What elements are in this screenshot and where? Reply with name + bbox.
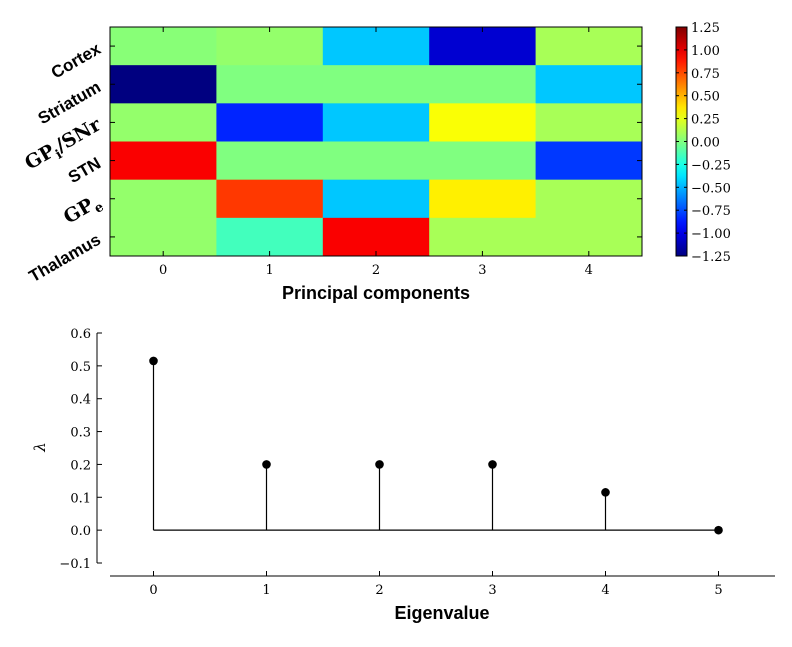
heatmap-cell	[322, 141, 430, 181]
heatmap-cell	[322, 65, 430, 104]
heatmap-cell	[216, 103, 324, 142]
heatmap-cell	[429, 27, 537, 66]
colorbar-tick-label: 0.75	[691, 67, 720, 82]
heatmap-cell	[216, 217, 324, 257]
y-tick-label: Thalamus	[26, 230, 104, 286]
y-tick-label: 0.0	[70, 524, 91, 539]
y-tick-label: 0.6	[70, 327, 91, 342]
stem-y-axis-label: λ	[31, 442, 49, 453]
heatmap-cell	[110, 217, 217, 257]
y-tick-label: 0.1	[70, 491, 91, 506]
heatmap-cell	[535, 179, 643, 219]
heatmap-cell	[110, 65, 217, 104]
x-tick-label: 1	[262, 583, 270, 598]
heatmap-cell	[429, 179, 537, 219]
heatmap-cell	[429, 103, 537, 142]
stem-marker	[488, 460, 497, 469]
colorbar-tick-label: 0.00	[691, 136, 720, 151]
colorbar-tick-label: −1.25	[691, 250, 731, 265]
colorbar-tick-label: −0.50	[691, 181, 731, 196]
heatmap-cell	[535, 65, 643, 104]
heatmap-cell	[216, 179, 324, 219]
heatmap-cell	[429, 217, 537, 257]
y-tick-label: 0.3	[70, 426, 91, 441]
heatmap-cell	[110, 103, 217, 142]
heatmap-cell	[535, 103, 643, 142]
stem-marker	[262, 460, 271, 469]
heatmap-cell	[322, 179, 430, 219]
heatmap-cell	[535, 27, 643, 66]
heatmap-cell	[110, 141, 217, 181]
heatmap-cell	[110, 179, 217, 219]
heatmap-cell	[216, 141, 324, 181]
heatmap-cell	[110, 27, 217, 66]
stem-marker	[375, 460, 384, 469]
colorbar-ticks: 1.25 1.00 0.75 0.50 0.25 0.00 −0.25 −0.50 −0.75 −…	[676, 21, 731, 265]
x-tick-label: 2	[375, 583, 383, 598]
heatmap-cell	[216, 27, 324, 66]
heatmap-cell	[429, 65, 537, 104]
y-tick-label: GPe	[60, 190, 107, 232]
x-tick-label: 3	[478, 263, 486, 278]
heatmap-cell	[322, 217, 430, 257]
x-tick-label: 1	[265, 263, 273, 278]
heatmap-cell	[535, 217, 643, 257]
y-tick-label: 0.2	[70, 458, 91, 473]
y-tick-label: STN	[65, 154, 104, 187]
x-tick-label: 0	[149, 583, 157, 598]
stem-marks	[149, 356, 723, 535]
stem-marker	[714, 525, 723, 535]
colorbar-tick-label: 1.25	[691, 21, 720, 36]
x-tick-label: 2	[372, 263, 380, 278]
stem-chart: 0.6 0.5 0.4 0.3 0.2 0.1 0.0 −0.1 0 1 2 3 4 5 Eigenval…	[31, 327, 775, 623]
colorbar-tick-label: −1.00	[691, 227, 731, 242]
stem-x-axis-label: Eigenvalue	[394, 603, 489, 623]
stem-marker	[149, 356, 158, 366]
x-tick-label: 3	[488, 583, 496, 598]
heatmap-cells	[110, 27, 643, 257]
x-tick-label: 0	[159, 263, 167, 278]
heatmap-x-axis-label: Principal components	[282, 283, 470, 303]
colorbar-tick-label: 0.50	[691, 90, 720, 105]
y-tick-label: Cortex	[48, 39, 105, 83]
heatmap-cell	[216, 65, 324, 104]
y-tick-label: −0.1	[59, 557, 91, 572]
heatmap-cell	[429, 141, 537, 181]
x-tick-label: 4	[601, 583, 609, 598]
colorbar-tick-label: −0.75	[691, 204, 731, 219]
heatmap-cell	[322, 103, 430, 142]
y-tick-label: 0.4	[70, 393, 91, 408]
colorbar-tick-label: −0.25	[691, 158, 731, 173]
stem-marker	[601, 488, 610, 497]
colorbar: 1.25 1.00 0.75 0.50 0.25 0.00 −0.25 −0.50 −0.75 −…	[675, 21, 731, 265]
heatmap-cell	[322, 27, 430, 66]
y-tick-label: 0.5	[70, 360, 91, 375]
stem-axes: 0.6 0.5 0.4 0.3 0.2 0.1 0.0 −0.1 0 1 2 3 4 5	[59, 327, 775, 598]
heatmap-cell	[535, 141, 643, 181]
colorbar-tick-label: 1.00	[691, 44, 720, 59]
x-tick-label: 4	[585, 263, 593, 278]
heatmap-x-ticks: 0 1 2 3 4	[159, 27, 593, 278]
x-tick-label: 5	[714, 583, 722, 598]
colorbar-tick-label: 0.25	[691, 113, 720, 128]
